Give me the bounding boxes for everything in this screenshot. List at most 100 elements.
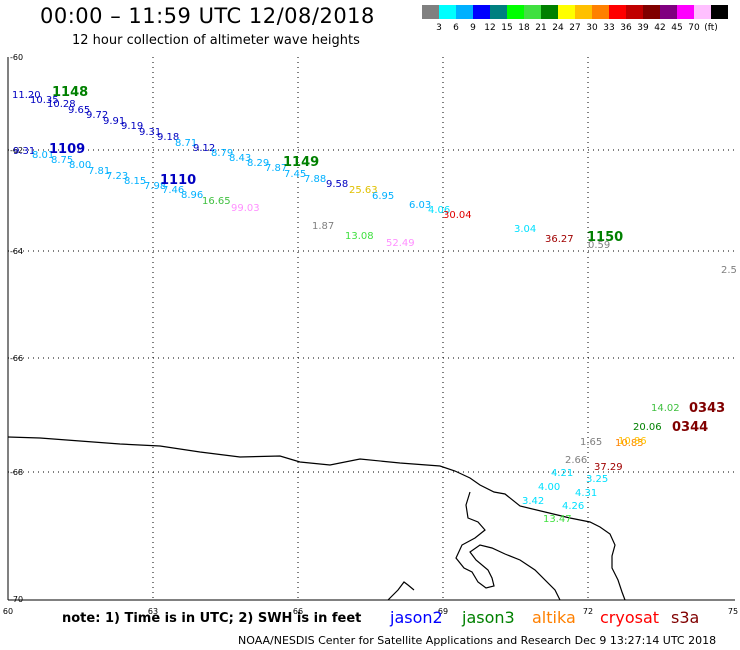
legend-satellite-altika: altika	[532, 608, 576, 627]
wave-height-value: 8.71	[175, 138, 197, 149]
wave-height-value: 8.43	[229, 153, 251, 164]
scale-tick-label: 30	[586, 23, 598, 33]
wave-height-value: 14.02	[651, 403, 680, 414]
island-coast	[387, 581, 415, 601]
scale-swatch	[473, 5, 490, 19]
scale-tick-label: 27	[569, 23, 581, 33]
latitude-label: -70	[10, 595, 23, 604]
scale-swatch	[575, 5, 592, 19]
wave-height-value: 9.91	[103, 116, 125, 127]
footer-note: note: 1) Time is in UTC; 2) SWH is in fe…	[62, 611, 362, 626]
wave-height-value: 99.03	[231, 203, 260, 214]
scale-tick-label: 12	[484, 23, 496, 33]
wave-height-value: 3.42	[522, 496, 544, 507]
scale-swatch	[524, 5, 541, 19]
scale-tick-label: 70	[688, 23, 700, 33]
scale-swatch	[456, 5, 473, 19]
pass-time-label: 1149	[283, 155, 319, 170]
pass-time-label: 0344	[672, 420, 708, 435]
wave-height-value: 8.29	[247, 158, 269, 169]
latitude-label: -68	[10, 468, 23, 477]
pass-time-label: 0343	[689, 401, 725, 416]
pass-time-label: 1148	[52, 85, 88, 100]
wave-height-value: 8.01	[32, 150, 54, 161]
wave-height-value: 9.18	[157, 132, 179, 143]
scale-swatch	[711, 5, 728, 19]
scale-tick-label: 9	[470, 23, 476, 33]
grid	[8, 57, 735, 600]
longitude-label: 66	[293, 607, 303, 616]
wave-height-value: 4.21	[551, 468, 573, 479]
wave-height-value: 6.03	[409, 200, 431, 211]
wave-height-value: 20.06	[633, 422, 662, 433]
pass-time-label: 1150	[587, 230, 623, 245]
wave-height-value: 3.04	[514, 224, 536, 235]
scale-tick-label: 24	[552, 23, 564, 33]
wave-height-value: 8.79	[211, 148, 233, 159]
wave-height-value: 30.04	[443, 210, 472, 221]
wave-height-value: 9.19	[121, 121, 143, 132]
scale-swatch	[609, 5, 626, 19]
wave-height-value: 7.88	[304, 174, 326, 185]
longitude-label: 60	[3, 607, 13, 616]
wave-height-value: 4.06	[428, 205, 450, 216]
scale-swatch	[643, 5, 660, 19]
wave-height-value: 7.87	[265, 163, 287, 174]
wave-height-value: 7.98	[144, 181, 166, 192]
wave-height-value: 3.25	[586, 474, 608, 485]
scale-tick-label: 45	[671, 23, 683, 33]
scale-swatch	[422, 5, 439, 19]
wave-height-value: 16.65	[202, 196, 231, 207]
wave-height-value: 9.31	[139, 127, 161, 138]
pass-time-label: 1109	[49, 142, 85, 157]
scale-unit: (ft)	[704, 23, 718, 33]
wave-height-value: 10.86	[618, 436, 647, 447]
scale-swatch	[626, 5, 643, 19]
legend-satellite-s3a: s3a	[671, 608, 700, 627]
scale-swatch	[660, 5, 677, 19]
scale-tick-label: 33	[603, 23, 615, 33]
scale-tick-label: 42	[654, 23, 666, 33]
wave-height-value: 1.65	[580, 437, 602, 448]
scale-tick-label: 18	[518, 23, 530, 33]
wave-height-value: 9.12	[193, 143, 215, 154]
wave-height-value: 4.00	[538, 482, 560, 493]
longitude-label: 72	[583, 607, 593, 616]
latitude-label: -60	[10, 53, 23, 62]
map-title: 00:00 – 11:59 UTC 12/08/2018	[40, 4, 375, 28]
latitude-label: -64	[10, 247, 23, 256]
latitude-label: -66	[10, 354, 23, 363]
wave-height-value: 9.72	[86, 110, 108, 121]
scale-tick-label: 3	[436, 23, 442, 33]
legend-satellite-jason2: jason2	[390, 608, 443, 627]
longitude-label: 75	[728, 607, 738, 616]
map-subtitle: 12 hour collection of altimeter wave hei…	[72, 33, 360, 48]
legend-satellite-jason3: jason3	[462, 608, 515, 627]
longitude-label: 63	[148, 607, 158, 616]
wave-height-value: 9.58	[326, 179, 348, 190]
wave-height-value: 2.66	[565, 455, 587, 466]
wave-height-value: 7.46	[162, 185, 184, 196]
wave-height-value: 11.20	[12, 90, 41, 101]
wave-height-value: 10.28	[47, 99, 76, 110]
scale-swatch	[541, 5, 558, 19]
longitude-label: 69	[438, 607, 448, 616]
wave-height-value: 9.65	[68, 105, 90, 116]
pass-time-label: 1110	[160, 173, 196, 188]
wave-height-value: 0.59	[588, 240, 610, 251]
scale-tick-label: 6	[453, 23, 459, 33]
scale-swatch	[677, 5, 694, 19]
scale-swatch	[507, 5, 524, 19]
scale-swatch	[694, 5, 711, 19]
wave-height-value: 7.23	[106, 171, 128, 182]
credit-line: NOAA/NESDIS Center for Satellite Applica…	[238, 634, 717, 647]
scale-swatch	[592, 5, 609, 19]
scale-tick-label: 15	[501, 23, 513, 33]
wave-height-value: 52.49	[386, 238, 415, 249]
wave-height-value: 7.45	[284, 169, 306, 180]
legend-satellite-cryosat: cryosat	[600, 608, 660, 627]
wave-height-value: 4.26	[562, 501, 584, 512]
wave-height-value: 2.5	[721, 265, 737, 276]
scale-tick-label: 36	[620, 23, 632, 33]
